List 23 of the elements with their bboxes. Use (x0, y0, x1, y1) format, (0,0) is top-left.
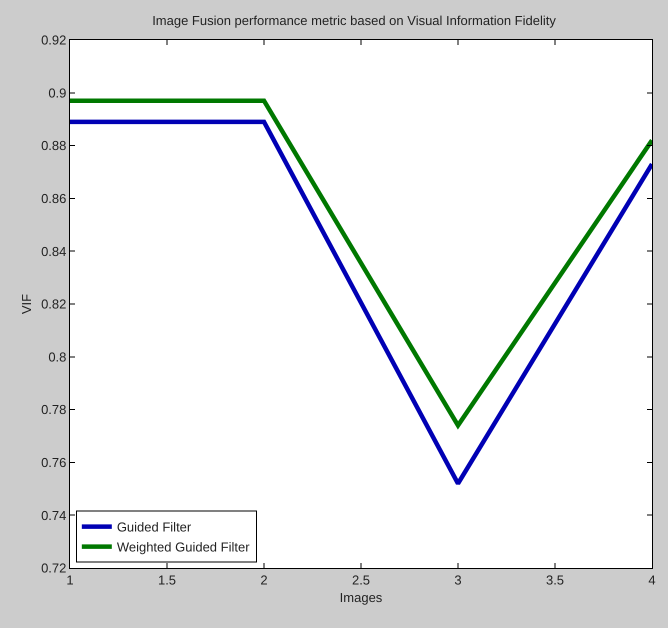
x-tick-label: 2.5 (352, 572, 370, 588)
y-tick-label: 0.74 (41, 508, 66, 523)
y-tick-label: 0.72 (41, 560, 66, 576)
y-tick-label: 0.8 (48, 349, 66, 364)
chart-title: Image Fusion performance metric based on Visual Information Fidelity (152, 12, 556, 28)
y-axis-title: VIF (19, 294, 34, 314)
y-tick-label: 0.88 (41, 138, 66, 154)
y-tick-label: 0.76 (41, 454, 66, 470)
x-tick-label: 4 (648, 572, 656, 588)
x-tick-label: 2 (260, 572, 268, 588)
legend-label: Weighted Guided Filter (116, 540, 250, 555)
y-tick-label: 0.86 (41, 190, 66, 206)
x-tick-label: 3.5 (546, 572, 564, 588)
y-tick-label: 0.82 (41, 296, 66, 312)
y-tick-label: 0.92 (41, 32, 66, 48)
y-tick-label: 0.84 (41, 244, 66, 259)
x-tick-label: 1 (66, 572, 74, 588)
y-tick-label: 0.9 (48, 85, 66, 100)
x-axis-title: Images (340, 590, 383, 606)
x-tick-label: 1.5 (158, 572, 176, 588)
x-tick-label: 3 (454, 572, 462, 588)
y-tick-label: 0.78 (41, 402, 66, 418)
legend-label: Guided Filter (116, 520, 192, 535)
